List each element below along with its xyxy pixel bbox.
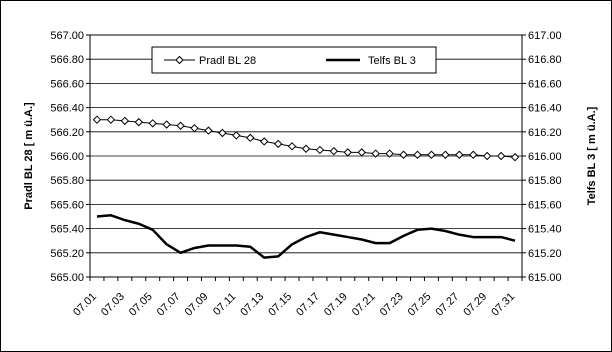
legend-label-telfs: Telfs BL 3: [368, 55, 416, 67]
data-point-marker: [134, 117, 143, 127]
data-point-marker: [343, 148, 353, 157]
data-point-marker: [106, 115, 116, 124]
y-left-tick-label: 567.00: [50, 30, 84, 42]
series-layer: [92, 115, 520, 259]
data-point-marker: [92, 115, 102, 124]
y-axis-left-title: Pradl BL 28 [ m ü.A.]: [23, 102, 35, 210]
y-left-tick-label: 566.40: [50, 103, 84, 115]
data-point-marker: [176, 121, 185, 130]
y-left-tick-label: 566.00: [50, 151, 84, 163]
data-point-marker: [385, 149, 394, 158]
data-point-marker: [413, 150, 422, 159]
left-axis-ticks: 565.00 565.20 565.40 565.60 565.80 566.00 566.…: [50, 30, 90, 284]
y-right-tick-label: 616.20: [528, 127, 562, 139]
series-line-1: [96, 214, 516, 259]
data-point-marker: [510, 153, 520, 162]
data-point-marker: [371, 149, 380, 158]
y-left-tick-label: 566.60: [50, 78, 84, 90]
data-point-marker: [399, 150, 408, 159]
data-point-marker: [246, 133, 255, 143]
y-right-tick-label: 615.20: [528, 248, 562, 260]
y-right-tick-label: 616.40: [528, 103, 562, 115]
data-point-marker: [357, 148, 366, 157]
y-right-tick-label: 616.80: [528, 54, 562, 66]
data-point-marker: [273, 139, 283, 149]
data-point-marker: [496, 151, 506, 161]
data-point-marker: [232, 131, 241, 140]
y-right-tick-label: 615.00: [528, 272, 562, 284]
legend-marker-pradl: [175, 55, 184, 65]
legend-box: [151, 46, 437, 74]
y-left-tick-label: 565.60: [50, 199, 84, 211]
data-point-marker: [315, 145, 325, 155]
data-point-marker: [482, 151, 492, 161]
data-point-marker: [469, 150, 478, 159]
y-left-tick-label: 565.20: [50, 248, 84, 260]
y-right-tick-label: 616.60: [528, 78, 562, 90]
y-left-tick-label: 565.80: [50, 175, 84, 187]
y-right-tick-label: 615.40: [528, 224, 562, 236]
data-point-marker: [218, 128, 227, 138]
y-right-tick-label: 615.80: [528, 175, 562, 187]
legend: Pradl BL 28 Telfs BL 3: [151, 46, 437, 74]
y-right-tick-label: 617.00: [528, 30, 562, 42]
y-right-tick-label: 616.00: [528, 151, 562, 163]
y-left-tick-label: 566.20: [50, 127, 84, 139]
data-point-marker: [301, 144, 311, 153]
data-point-marker: [190, 123, 199, 133]
y-left-tick-label: 566.80: [50, 54, 84, 66]
data-point-marker: [441, 150, 450, 159]
y-right-tick-label: 615.60: [528, 199, 562, 211]
y-left-tick-label: 565.00: [50, 272, 84, 284]
data-point-marker: [162, 120, 171, 129]
data-point-marker: [259, 137, 269, 146]
data-point-marker: [329, 146, 339, 156]
data-point-marker: [148, 119, 157, 128]
data-point-marker: [427, 150, 436, 159]
data-point-marker: [287, 142, 297, 151]
legend-label-pradl: Pradl BL 28: [199, 55, 256, 67]
data-point-marker: [204, 126, 213, 135]
data-point-marker: [455, 150, 464, 159]
right-axis-ticks: 615.00 615.20 615.40 615.60 615.80 616.00 616.…: [522, 30, 562, 284]
y-left-tick-label: 565.40: [50, 224, 84, 236]
data-point-marker: [120, 116, 130, 126]
y-axis-right-title: Telfs BL 3 [ m ü.A.]: [586, 106, 598, 205]
